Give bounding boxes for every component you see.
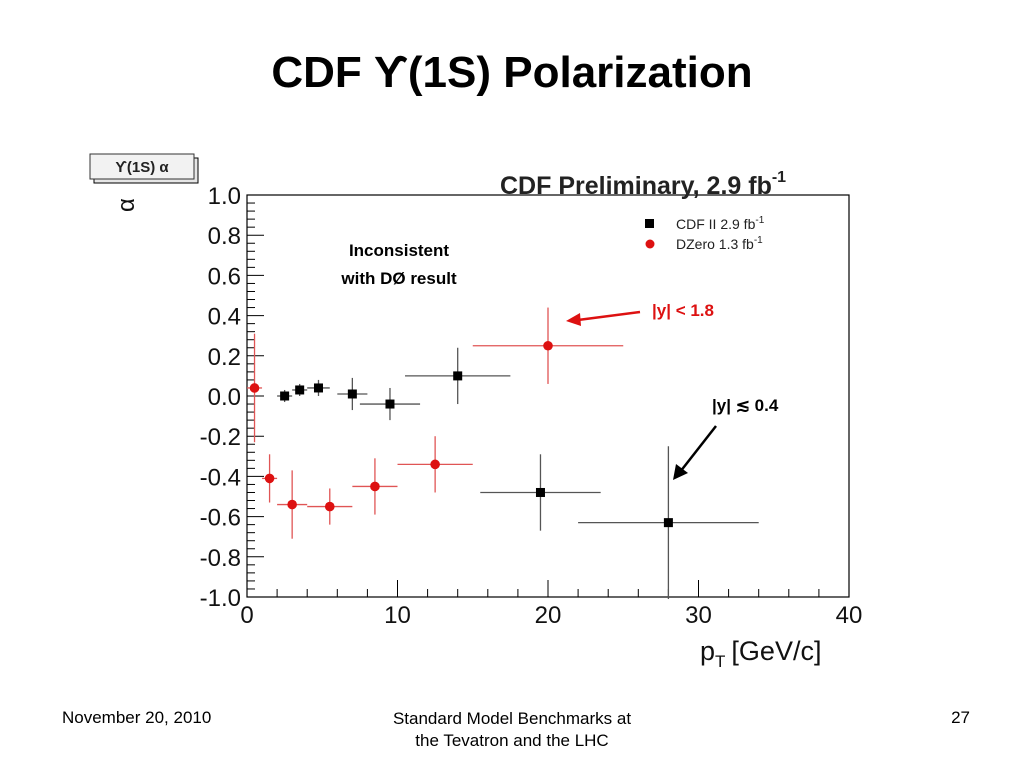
- dzero-point: [472, 307, 624, 384]
- y-tick-label: -0.2: [200, 424, 241, 451]
- x-axis-label-p: p: [700, 636, 715, 666]
- footer-center-line1: Standard Model Benchmarks at: [392, 709, 632, 728]
- cdf-point: [307, 379, 330, 396]
- dzero-marker: [543, 340, 553, 351]
- chart-title-superscript: -1: [772, 169, 786, 186]
- legend-marker-dzero: [645, 239, 655, 249]
- cdf-marker: [313, 383, 323, 393]
- cdf-marker: [280, 391, 290, 401]
- cdf-marker: [663, 518, 673, 528]
- cdf-point: [292, 383, 308, 396]
- y-tick-label: -0.6: [200, 505, 241, 532]
- y-tick-label: 0.4: [208, 304, 241, 331]
- annotation-inconsistent-line2: with DØ result: [340, 269, 457, 288]
- y-tick-label: -0.8: [200, 545, 241, 572]
- annotation-inconsistent-line1: Inconsistent: [349, 241, 449, 260]
- cdf-marker: [347, 389, 357, 399]
- chart-title-text: CDF Preliminary, 2.9 fb: [500, 172, 772, 200]
- annotation-red-arrow: [566, 310, 641, 326]
- y-tick-label: 0.2: [208, 344, 241, 371]
- cdf-point: [405, 347, 511, 405]
- dzero-point: [262, 454, 278, 503]
- cdf-marker: [453, 371, 463, 381]
- page-number: 27: [951, 708, 970, 727]
- dzero-marker: [370, 481, 380, 492]
- legend-label-dzero: DZero 1.3 fb-1: [676, 235, 763, 252]
- cdf-marker: [385, 399, 395, 409]
- y-axis: -1.0 -0.8 -0.6 -0.4 -0.2 0.0 0.2 0.4 0.6 0.8 1.0: [200, 183, 264, 612]
- y-tick-label: -0.4: [200, 464, 241, 491]
- x-tick-label: 10: [384, 602, 411, 629]
- dzero-marker: [264, 473, 275, 484]
- y-tick-label: 0.6: [208, 263, 241, 290]
- legend: CDF II 2.9 fb-1 DZero 1.3 fb-1: [645, 215, 765, 252]
- x-tick-label: 20: [535, 602, 562, 629]
- dzero-point: [352, 458, 398, 515]
- x-tick-label: 0: [240, 602, 253, 629]
- footer-center-line2: the Tevatron and the LHC: [415, 731, 609, 750]
- footer-center: Standard Model Benchmarks at the Tevatro…: [352, 708, 672, 752]
- x-tick-label: 40: [836, 602, 863, 629]
- legend-label-cdf: CDF II 2.9 fb-1: [676, 215, 765, 232]
- cdf-point: [578, 446, 759, 600]
- polarization-chart: ϒ(1S) α α -1.0 -0.8 -0.6 -0.4 -0.2 0.0 0.2 0.4 0…: [89, 153, 862, 671]
- cdf-point: [277, 389, 293, 403]
- dzero-marker: [324, 501, 335, 512]
- x-axis: 0 10 20 30 40: [240, 580, 862, 629]
- x-axis-label-unit: [GeV/c]: [731, 636, 821, 666]
- dzero-point: [247, 333, 263, 443]
- x-axis-label-subscript: T: [715, 652, 725, 671]
- x-tick-label: 30: [685, 602, 712, 629]
- cdf-point: [337, 377, 368, 411]
- footer-date: November 20, 2010: [62, 708, 212, 727]
- cdf-point: [359, 387, 421, 421]
- slide-title: CDF ϒ(1S) Polarization: [271, 48, 753, 97]
- y-tick-label: 1.0: [208, 183, 241, 210]
- y-axis-label: α: [113, 198, 140, 212]
- annotation-black-rapidity: |y| ≲ 0.4: [712, 396, 779, 415]
- dzero-marker: [249, 383, 260, 393]
- dzero-point: [397, 436, 473, 493]
- cdf-marker: [295, 385, 305, 395]
- y-tick-label: -1.0: [200, 585, 241, 612]
- dzero-marker: [430, 459, 440, 470]
- chart-title: CDF Preliminary, 2.9 fb-1: [500, 169, 786, 200]
- dzero-point: [307, 488, 353, 525]
- histogram-label-box: ϒ(1S) α: [89, 153, 199, 184]
- series-dzero: [247, 307, 624, 539]
- annotation-red-rapidity: |y| < 1.8: [652, 301, 714, 320]
- x-axis-label: pT [GeV/c]: [700, 636, 821, 671]
- y-tick-label: 0.8: [208, 223, 241, 250]
- dzero-marker: [287, 499, 297, 510]
- plot-frame: [246, 194, 850, 598]
- series-cdf: [277, 347, 759, 600]
- dzero-point: [277, 470, 308, 539]
- cdf-point: [480, 454, 601, 531]
- y-tick-label: 0.0: [208, 384, 241, 411]
- annotation-black-arrow: [673, 425, 717, 480]
- cdf-marker: [535, 487, 545, 497]
- legend-marker-cdf: [645, 219, 654, 228]
- histogram-label: ϒ(1S) α: [115, 159, 169, 176]
